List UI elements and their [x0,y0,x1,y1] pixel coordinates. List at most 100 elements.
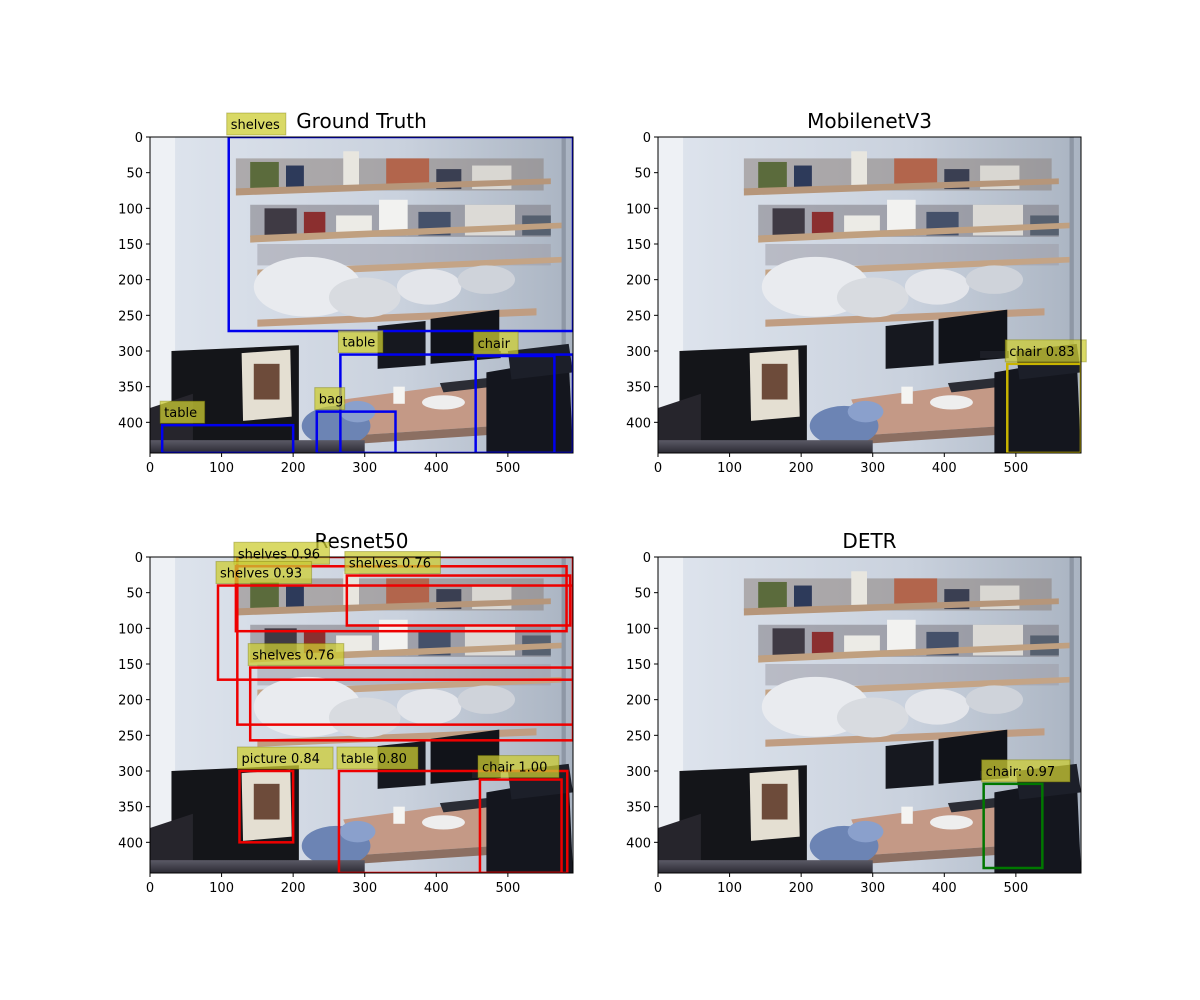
y-tick-label: 100 [626,202,651,217]
y-tick-label: 0 [643,551,651,566]
box-label-bg [337,330,384,354]
y-tick-label: 150 [118,238,143,253]
x-tick-label: 100 [717,461,742,476]
x-tick-label: 0 [146,881,154,896]
y-tick-label: 400 [626,416,651,431]
y-tick-label: 250 [118,729,143,744]
photo-image [150,557,573,873]
y-tick-label: 250 [118,309,143,324]
box-label: table [342,336,375,351]
x-tick-label: 500 [495,881,520,896]
axes-frame [657,556,1082,874]
box-label: shelves [231,118,280,133]
y-tick-label: 0 [135,551,143,566]
box-label-bg [981,759,1071,783]
y-tick-label: 200 [626,274,651,289]
x-tick-label: 400 [424,461,449,476]
box-label-bg [477,755,560,779]
photo-image [658,557,1081,873]
x-tick-label: 100 [717,881,742,896]
y-tick-label: 150 [118,658,143,673]
box-label: chair 1.00 [482,761,547,776]
box-label: picture 0.84 [241,752,319,767]
x-tick-label: 300 [860,461,885,476]
y-tick-label: 400 [626,836,651,851]
x-tick-label: 300 [352,881,377,896]
panel-1: MobilenetV3 chair 0.83 0 100 200 300 400 500 0 50… [626,109,1087,476]
x-tick-label: 0 [654,881,662,896]
panel-title: Ground Truth [296,109,427,133]
scene-photo [658,137,1081,453]
panel-grid: Ground Truth shelves table chair table bag 0 10… [118,109,1087,896]
y-tick-label: 200 [118,694,143,709]
axes-frame [149,556,574,874]
box-label: chair: 0.97 [986,765,1056,780]
box-label: chair [478,337,511,352]
y-tick-label: 50 [126,167,143,182]
x-tick-label: 500 [1003,461,1028,476]
x-tick-label: 400 [424,881,449,896]
panel-title: Resnet50 [315,529,409,553]
axes-frame [657,136,1082,454]
x-tick-label: 300 [352,461,377,476]
x-tick-label: 0 [654,461,662,476]
photo-image [150,137,573,453]
panel-title: MobilenetV3 [807,109,932,133]
detection-labels: shelves table chair table bag [159,112,519,424]
x-tick-label: 200 [281,881,306,896]
x-tick-label: 100 [209,461,234,476]
y-tick-label: 300 [626,345,651,360]
box-label-bg [336,746,419,770]
box-label-bg [215,561,313,585]
bbox-chair [982,782,1044,870]
y-tick-label: 100 [118,622,143,637]
y-tick-label: 350 [626,381,651,396]
box-label: shelves 0.96 [238,547,320,562]
detection-labels: chair 0.83 [1004,339,1087,363]
y-tick-label: 0 [135,131,143,146]
box-label-bg [159,400,206,424]
x-tick-label: 200 [789,461,814,476]
y-tick-label: 50 [126,587,143,602]
y-tick-label: 400 [118,416,143,431]
y-tick-label: 150 [626,238,651,253]
y-tick-label: 300 [118,765,143,780]
y-tick-label: 0 [643,131,651,146]
y-tick-label: 200 [118,274,143,289]
bbox-picture [238,769,295,844]
x-tick-label: 100 [209,881,234,896]
x-tick-label: 500 [1003,881,1028,896]
y-tick-label: 350 [118,801,143,816]
box-label-bg [1004,339,1087,363]
scene-photo [150,557,573,873]
box-label-bg [314,387,346,411]
box-label: chair 0.83 [1009,345,1074,360]
y-tick-label: 300 [118,345,143,360]
bbox-table [337,769,569,873]
x-tick-label: 500 [495,461,520,476]
y-tick-label: 400 [118,836,143,851]
panel-title: DETR [842,529,896,553]
y-tick-label: 50 [634,587,651,602]
x-tick-label: 400 [932,461,957,476]
scene-photo [150,137,573,453]
bbox-unlabeled [236,557,573,726]
box-label: shelves 0.76 [252,649,334,664]
y-tick-label: 200 [626,694,651,709]
box-label-bg [247,643,345,667]
photo-image [658,137,1081,453]
bbox-shelves [345,574,572,627]
y-tick-label: 300 [626,765,651,780]
axes-frame [149,136,574,454]
x-tick-label: 200 [281,461,306,476]
y-tick-label: 150 [626,658,651,673]
y-tick-label: 350 [626,801,651,816]
y-tick-label: 100 [626,622,651,637]
box-label-bg [473,331,519,355]
detection-boxes [982,782,1044,870]
y-tick-label: 50 [634,167,651,182]
x-tick-label: 400 [932,881,957,896]
x-tick-label: 200 [789,881,814,896]
box-label: shelves 0.93 [220,567,302,582]
